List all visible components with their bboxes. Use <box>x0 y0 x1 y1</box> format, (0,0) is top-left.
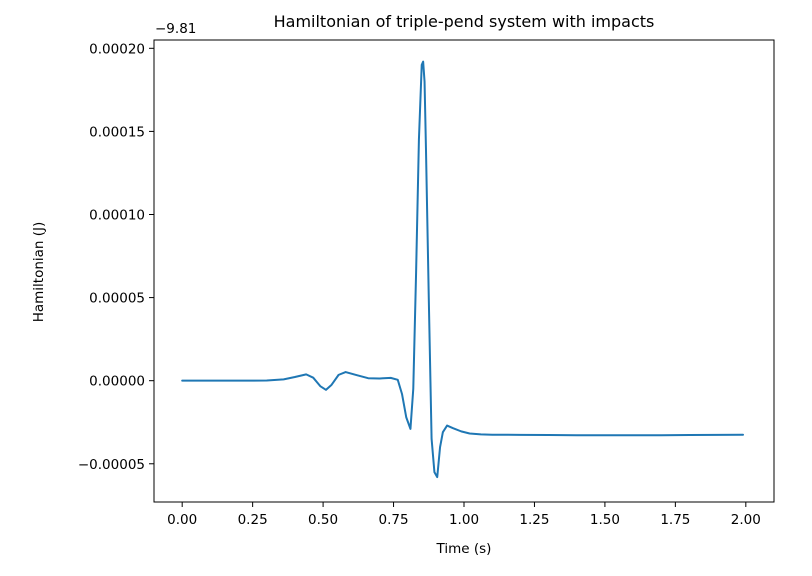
chart-title: Hamiltonian of triple-pend system with i… <box>274 12 655 31</box>
y-tick-label: 0.00020 <box>89 41 145 57</box>
x-tick-label: 1.75 <box>660 512 690 528</box>
y-tick-label: 0.00010 <box>89 207 145 223</box>
plot-frame <box>153 39 775 503</box>
x-tick-label: 2.00 <box>731 512 761 528</box>
x-tick-label: 1.25 <box>519 512 549 528</box>
y-axis-label: Hamiltonian (J) <box>31 222 47 323</box>
x-tick-label: 0.50 <box>308 512 338 528</box>
y-tick-label: 0.00000 <box>89 374 145 390</box>
hamiltonian-series-line <box>181 60 744 479</box>
x-axis-label: Time (s) <box>436 541 492 557</box>
x-tick-label: 0.25 <box>238 512 268 528</box>
x-tick-label: 1.50 <box>590 512 620 528</box>
y-offset-label: −9.81 <box>155 21 196 37</box>
y-tick-label: 0.00015 <box>89 124 145 140</box>
x-tick-label: 1.00 <box>449 512 479 528</box>
y-tick-label: 0.00005 <box>89 291 145 307</box>
x-tick-label: 0.00 <box>167 512 197 528</box>
y-tick-label: −0.00005 <box>78 457 145 473</box>
x-axis-ticks: 0.00 0.25 0.50 0.75 1.00 1.25 1.50 1.75 2.00 <box>167 502 761 528</box>
x-tick-label: 0.75 <box>379 512 409 528</box>
y-axis-ticks: −0.00005 0.00000 0.00005 0.00010 0.00015 0.00… <box>78 41 154 473</box>
